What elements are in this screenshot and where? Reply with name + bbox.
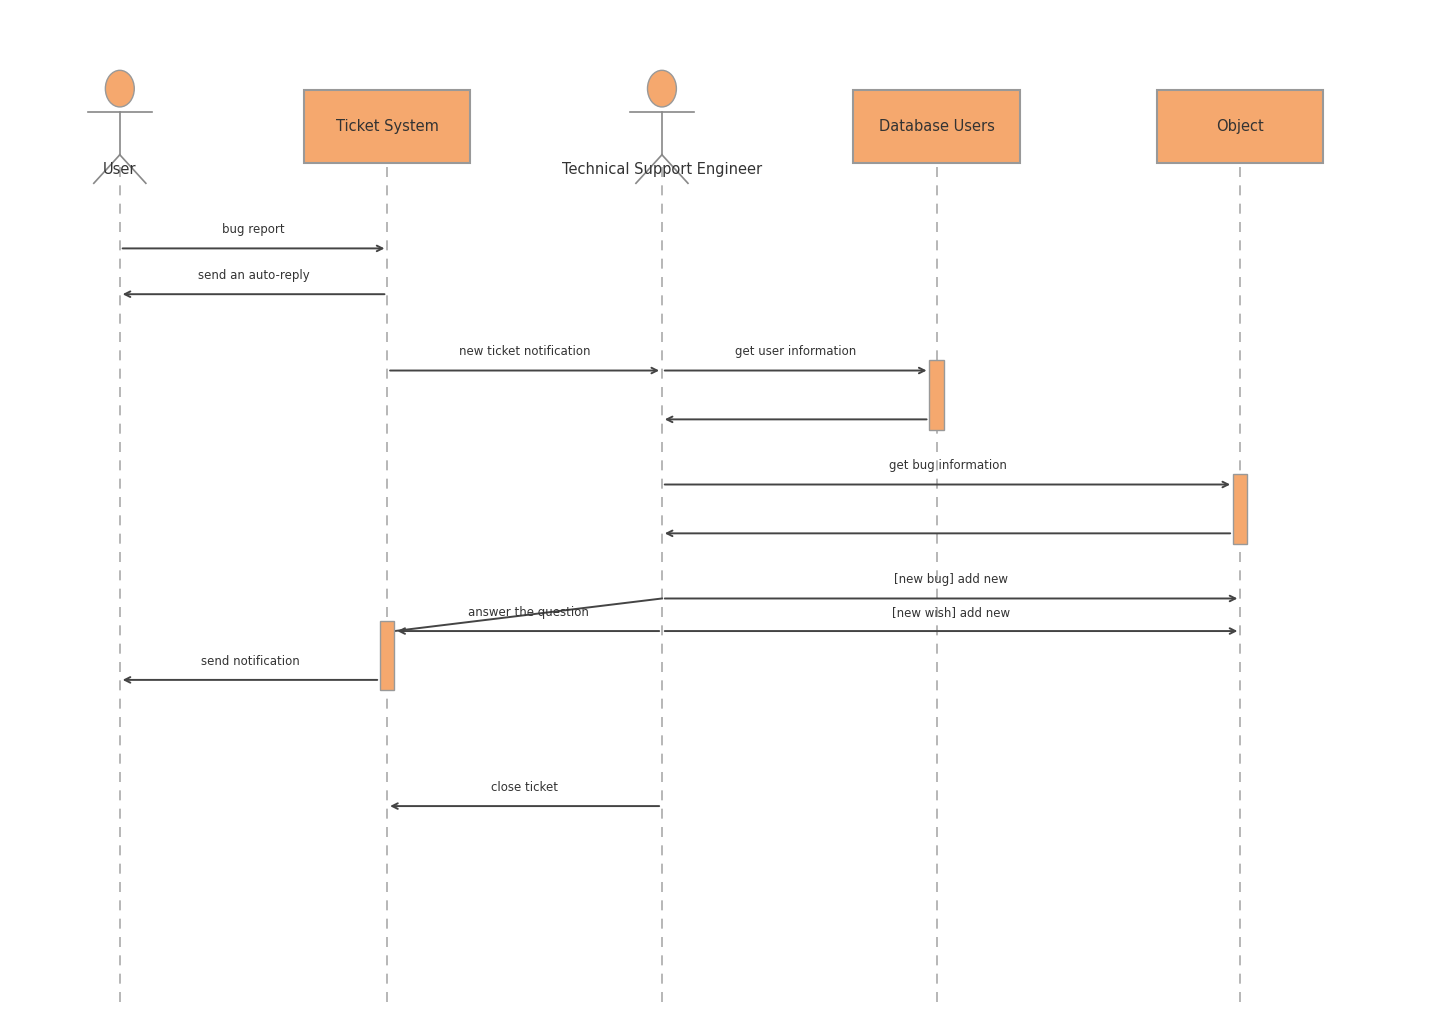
Text: Database Users: Database Users — [878, 119, 995, 133]
Bar — [853, 89, 1019, 163]
Text: get bug information: get bug information — [888, 460, 1006, 472]
Text: bug report: bug report — [222, 224, 285, 236]
Text: send notification: send notification — [201, 655, 300, 668]
Text: Ticket System: Ticket System — [336, 119, 439, 133]
Bar — [1157, 89, 1323, 163]
Ellipse shape — [647, 71, 676, 107]
Text: close ticket: close ticket — [491, 781, 558, 794]
Bar — [304, 89, 471, 163]
Text: send an auto-reply: send an auto-reply — [198, 269, 310, 282]
Text: Technical Support Engineer: Technical Support Engineer — [561, 162, 762, 176]
Ellipse shape — [105, 71, 134, 107]
Bar — [929, 360, 944, 430]
Text: get user information: get user information — [736, 346, 856, 358]
Text: answer the question: answer the question — [468, 605, 589, 619]
Text: User: User — [103, 162, 137, 176]
Text: [new bug] add new: [new bug] add new — [894, 574, 1008, 586]
Bar — [1233, 474, 1248, 544]
Text: Object: Object — [1217, 119, 1264, 133]
Text: [new wish] add new: [new wish] add new — [891, 605, 1011, 619]
Bar — [379, 621, 394, 690]
Text: new ticket notification: new ticket notification — [459, 346, 590, 358]
